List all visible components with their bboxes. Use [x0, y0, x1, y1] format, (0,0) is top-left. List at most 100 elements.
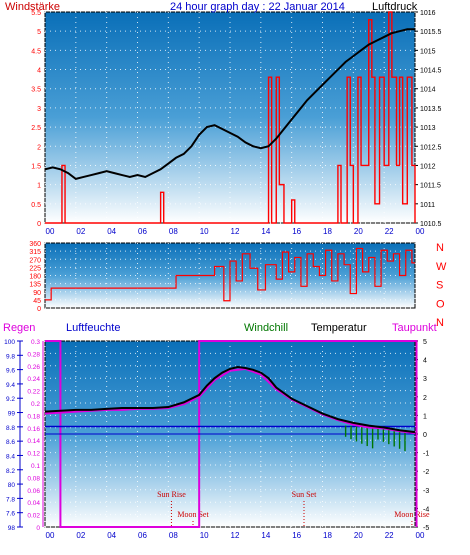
windchill-label: Windchill	[244, 322, 288, 334]
humidity-tick-label: 100	[4, 339, 15, 346]
wind-direction-line	[45, 247, 415, 302]
x-tick-label: 00	[46, 531, 55, 540]
x-tick-label: 00	[416, 531, 425, 540]
x-tick-label: 04	[107, 531, 116, 540]
x-tick-label: 02	[76, 531, 85, 540]
temp-tick-label: 1	[423, 413, 427, 420]
x-tick-label: 18	[323, 227, 332, 236]
right-tick-label: 1012	[420, 163, 436, 170]
rain-tick-label: 0.06	[27, 488, 40, 495]
rain-tick-label: 0.16	[27, 426, 40, 433]
wind-speed-line	[45, 11, 416, 224]
humidity-tick-label: 8.2	[6, 468, 15, 475]
left-tick-label: 1.5	[31, 163, 41, 170]
x-tick-label: 18	[323, 531, 332, 540]
direction-tick-label: 180	[29, 274, 41, 281]
x-tick-label: 06	[138, 531, 147, 540]
x-tick-label: 20	[354, 531, 363, 540]
temperature-panel: 0.30.280.260.240.220.20.180.160.140.120.…	[3, 322, 437, 540]
humidity-tick-label: 7.6	[6, 511, 15, 518]
x-tick-label: 16	[292, 531, 301, 540]
left-tick-label: 3.5	[31, 87, 41, 94]
temp-tick-label: 5	[423, 339, 427, 346]
x-tick-label: 10	[200, 531, 209, 540]
x-tick-label: 08	[169, 227, 178, 236]
humidity-tick-label: 8.4	[6, 453, 15, 460]
right-tick-label: 1012.5	[420, 144, 442, 151]
left-tick-label: 0.5	[31, 202, 41, 209]
x-tick-label: 22	[385, 227, 394, 236]
rain-tick-label: 0.24	[27, 376, 40, 383]
rain-tick-label: 0.28	[27, 351, 40, 358]
pressure-line	[44, 28, 415, 180]
x-tick-label: 12	[231, 227, 240, 236]
temp-tick-label: -1	[423, 451, 429, 458]
humidity-tick-label: 9.4	[6, 382, 15, 389]
x-tick-label: 22	[385, 531, 394, 540]
rain-tick-label: 0.1	[31, 463, 40, 470]
x-tick-label: 04	[107, 227, 116, 236]
left-tick-label: 3	[37, 106, 41, 113]
astro-annotation: Moon Rise	[394, 510, 430, 519]
rain-tick-label: 0.04	[27, 500, 40, 507]
luftfeuchte-label: Luftfeuchte	[66, 322, 120, 334]
temp-tick-label: 4	[423, 358, 427, 365]
right-tick-label: 1011	[420, 202, 435, 209]
temp-tick-label: 3	[423, 376, 427, 383]
direction-tick-label: 45	[33, 298, 41, 305]
x-tick-label: 10	[200, 227, 209, 236]
temp-tick-label: -5	[423, 525, 429, 532]
wind-direction-marks	[45, 247, 415, 302]
taupunkt-label: Taupunkt	[392, 322, 437, 334]
direction-tick-label: 135	[29, 282, 41, 289]
x-tick-label: 00	[416, 227, 425, 236]
left-tick-label: 0	[37, 221, 41, 228]
left-tick-label: 4.5	[31, 48, 41, 55]
temperature-line	[44, 366, 416, 434]
humidity-tick-label: 9.8	[6, 353, 15, 360]
rain-tick-label: 0.12	[27, 451, 40, 458]
x-tick-label: 08	[169, 531, 178, 540]
left-tick-label: 1	[37, 183, 41, 190]
temp-tick-label: 2	[423, 395, 427, 402]
right-tick-label: 1013.5	[420, 106, 442, 113]
x-tick-label: 06	[138, 227, 147, 236]
right-tick-label: 1014.5	[420, 68, 442, 75]
humidity-tick-label: 98	[8, 525, 16, 532]
left-tick-label: 5	[37, 29, 41, 36]
direction-tick-label: 270	[29, 257, 41, 264]
temp-tick-label: -2	[423, 469, 429, 476]
rain-tick-label: 0.02	[27, 513, 40, 520]
rain-tick-label: 0.08	[27, 475, 40, 482]
right-tick-label: 1015.5	[420, 29, 442, 36]
compass-label: S	[436, 280, 443, 292]
left-axis-label: Windstärke	[5, 1, 60, 13]
right-tick-label: 1015	[420, 48, 436, 55]
right-axis-label: Luftdruck	[372, 1, 418, 13]
temperature-marks	[44, 340, 418, 528]
left-tick-label: 2.5	[31, 125, 41, 132]
rain-tick-label: 0.18	[27, 413, 40, 420]
rain-tick-label: 0.26	[27, 364, 40, 371]
astro-annotation: Sun Rise	[157, 490, 186, 499]
x-tick-label: 00	[46, 227, 55, 236]
direction-tick-label: 90	[33, 290, 41, 297]
humidity-tick-label: 9.2	[6, 396, 15, 403]
right-tick-label: 1010.5	[420, 221, 442, 228]
right-tick-label: 1013	[420, 125, 436, 132]
temp-tick-label: -3	[423, 488, 429, 495]
left-tick-label: 5.5	[31, 10, 41, 17]
humidity-tick-label: 8.8	[6, 425, 15, 432]
pressure-wind-marks	[44, 11, 416, 224]
x-tick-label: 14	[261, 531, 270, 540]
left-tick-label: 2	[37, 144, 41, 151]
rain-tick-label: 0.14	[27, 438, 40, 445]
humidity-tick-label: 80	[8, 482, 16, 489]
temperatur-label: Temperatur	[311, 322, 367, 334]
right-tick-label: 1014	[420, 87, 436, 94]
direction-tick-label: 360	[29, 241, 41, 248]
rain-tick-label: 0	[36, 525, 40, 532]
